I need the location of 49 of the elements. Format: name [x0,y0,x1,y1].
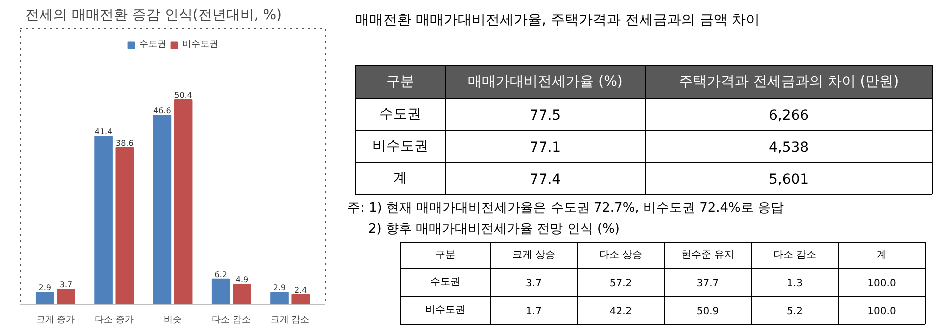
data-label: 100.0 [868,306,896,318]
x-tick-label: 다소 상승 [599,250,643,261]
data-label: 5.2 [787,306,803,318]
data-label: 6,266 [768,108,810,124]
data-label: 6.2 [214,270,228,280]
data-label: 42.2 [610,306,632,318]
data-label: 2.4 [294,286,308,295]
text: 주: 1) 현재 매매가대비전세가율은 수도권 72.7%, 비수도권 72.4%로 응답 [348,201,784,216]
data-label: 5,601 [768,172,810,188]
y-tick-label: 수도권 [380,106,422,122]
chart-title: 전세의 매매전환 증감 인식(전년대비, %) [26,8,282,24]
data-label: 4,538 [768,140,810,156]
x-tick-label: 크게 증가 [36,316,76,326]
legend-label: 비수도권 [182,39,218,51]
data-label: 3.7 [60,280,73,290]
data-label: 41.4 [94,128,113,137]
y-axis-title: 구분 [436,250,456,261]
chart-title: 매매전환 매매가대비전세가율, 주택가격과 전세금과의 금액 차이 [356,12,760,28]
data-label: 50.4 [174,91,192,100]
data-label: 50.9 [696,306,720,318]
data-label: 1.7 [526,306,542,318]
data-label: 3.7 [526,278,542,290]
data-label: 77.1 [530,140,562,156]
x-tick-label: 다소 감소 [773,250,817,261]
legend-label: 수도권 [140,39,166,51]
data-label: 2.9 [38,284,52,293]
y-tick-label: 비수도권 [372,138,428,154]
x-tick-label: 다소 증가 [94,316,134,326]
data-label: 4.9 [236,276,249,285]
data-label: 38.6 [116,138,134,148]
x-tick-label: 계 [877,250,887,261]
x-tick-label: 비슷 [164,316,182,326]
x-tick-label: 크게 감소 [270,316,310,326]
data-label: 77.5 [530,108,562,124]
data-label: 57.2 [610,278,632,290]
data-label: 46.6 [154,106,172,116]
y-tick-label: 계 [394,170,408,186]
data-label: 2.9 [273,284,286,293]
data-label: 100.0 [868,278,896,290]
x-tick-label: 주택가격과 전세금과의 차이 (만원) [678,74,900,90]
x-tick-label: 크게 상승 [512,250,556,261]
data-label: 37.7 [696,278,720,290]
y-axis-title: 구분 [386,74,414,90]
data-label: 1.3 [787,278,803,290]
chart-title: 2) 향후 매매가대비전세가율 전망 인식 (%) [368,222,620,237]
x-tick-label: 매매가대비전세가율 (%) [468,74,623,90]
x-tick-label: 다소 감소 [212,316,252,326]
data-label: 77.4 [530,172,562,188]
x-tick-label: 현수준 유지 [681,250,735,261]
